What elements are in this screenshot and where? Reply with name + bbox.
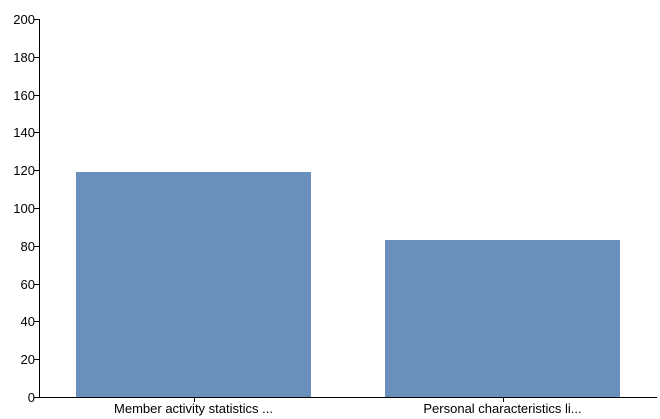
x-category-label: Member activity statistics ... [114,401,273,416]
y-tick-label: 140 [13,125,35,140]
bar[interactable] [385,240,620,397]
y-tick-label: 160 [13,88,35,103]
y-tick-label: 60 [21,277,35,292]
y-ticks: 0 20 40 60 80 100 120 140 160 180 200 [13,12,39,405]
y-tick-label: 40 [21,314,35,329]
y-tick-label: 0 [28,390,35,405]
y-tick-label: 20 [21,352,35,367]
y-tick-label: 120 [13,163,35,178]
x-labels: Member activity statistics ... Personal c… [114,397,582,416]
x-category-label: Personal characteristics li... [423,401,581,416]
bar[interactable] [76,172,311,397]
y-tick-label: 200 [13,12,35,27]
y-tick-label: 80 [21,239,35,254]
y-tick-label: 180 [13,50,35,65]
bars-layer [76,172,620,397]
y-tick-label: 100 [13,201,35,216]
